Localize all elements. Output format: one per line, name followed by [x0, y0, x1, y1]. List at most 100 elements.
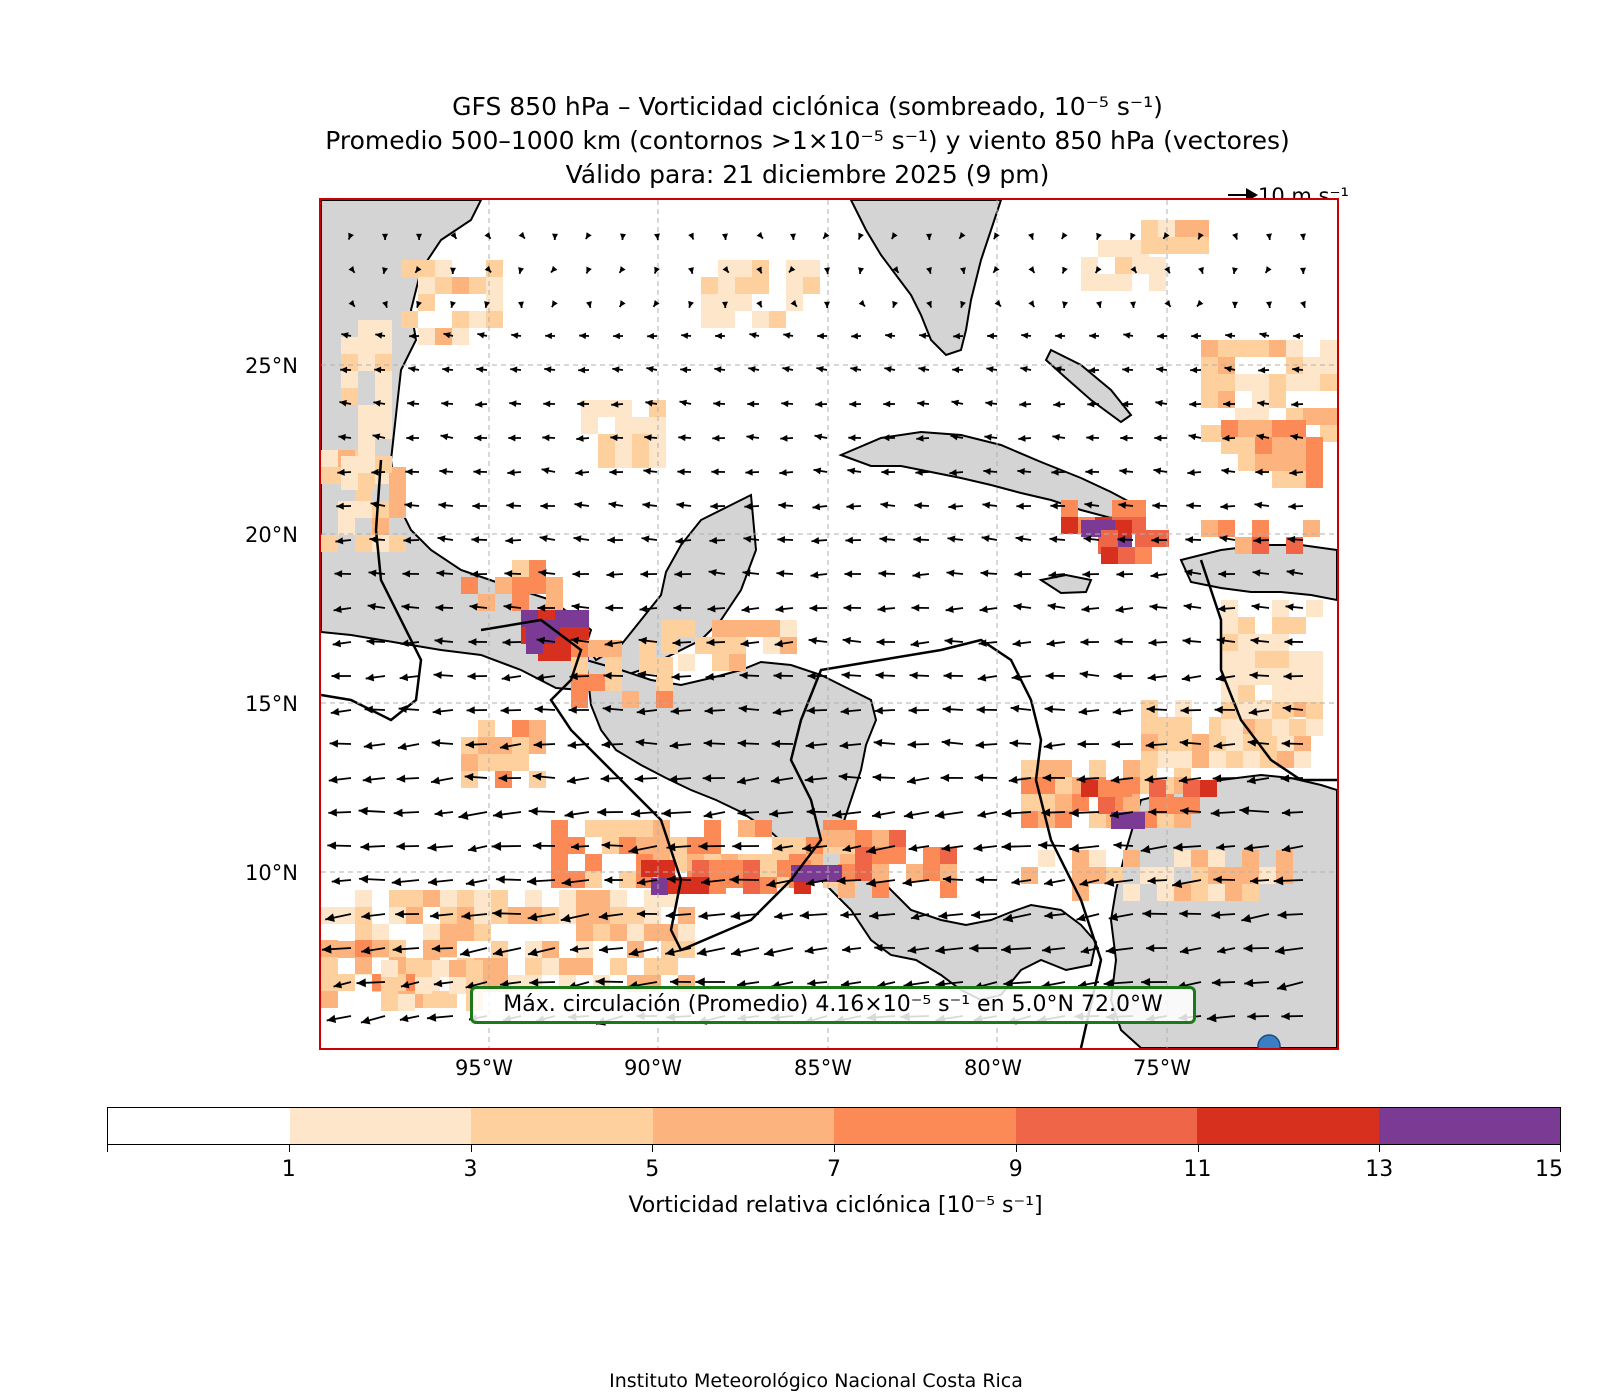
- vorticity-cell: [449, 960, 466, 977]
- vorticity-cell: [1269, 391, 1286, 408]
- wind-vector: [438, 501, 454, 509]
- vorticity-cell: [701, 277, 718, 294]
- wind-vector: [879, 535, 896, 543]
- wind-vector: [443, 332, 454, 339]
- wind-vector: [327, 841, 352, 850]
- vorticity-cell: [389, 890, 406, 907]
- wind-vector: [670, 977, 692, 986]
- wind-vector: [1084, 501, 1100, 509]
- wind-vector: [1232, 301, 1239, 309]
- wind-vector: [470, 570, 488, 578]
- wind-vector: [978, 639, 998, 647]
- vorticity-cell: [644, 907, 661, 924]
- wind-vector: [652, 300, 660, 308]
- wind-vector: [916, 434, 930, 442]
- wind-vector: [1060, 232, 1068, 240]
- wind-vector: [567, 740, 590, 749]
- wind-vector: [703, 810, 726, 819]
- wind-vector: [333, 980, 352, 989]
- vorticity-cell: [1098, 797, 1115, 814]
- wind-vector: [678, 434, 692, 442]
- wind-vector: [1153, 467, 1168, 475]
- wind-vector: [503, 603, 522, 611]
- vorticity-cell: [389, 535, 406, 552]
- vorticity-cell: [1115, 520, 1132, 537]
- wind-vector: [696, 947, 726, 957]
- wind-vector: [805, 741, 828, 750]
- vorticity-cell: [821, 830, 838, 847]
- vorticity-cell: [1061, 500, 1078, 517]
- wind-vector: [607, 536, 624, 544]
- wind-vector: [551, 300, 558, 308]
- vorticity-cell: [1218, 340, 1235, 357]
- wind-vector: [1140, 844, 1168, 854]
- wind-vector: [1069, 808, 1100, 818]
- vorticity-cell: [1289, 471, 1306, 488]
- wind-vector: [676, 501, 692, 509]
- wind-vector: [330, 707, 352, 716]
- wind-vector: [769, 809, 794, 818]
- wind-vector: [708, 568, 726, 577]
- wind-vector: [1154, 434, 1168, 442]
- wind-vector: [1151, 536, 1168, 544]
- wind-vector: [838, 772, 862, 781]
- wind-vector: [645, 399, 658, 407]
- vorticity-cell: [636, 820, 653, 837]
- wind-vector: [373, 399, 386, 407]
- vorticity-cell: [1320, 374, 1337, 391]
- wind-vector: [737, 808, 760, 817]
- vorticity-cell: [525, 958, 542, 975]
- wind-vector: [704, 706, 726, 715]
- wind-vector: [467, 672, 488, 681]
- wind-vector: [578, 366, 590, 374]
- wind-vector: [356, 978, 386, 988]
- wind-vector: [1008, 775, 1032, 784]
- wind-vector: [975, 740, 998, 749]
- vorticity-cell: [389, 501, 406, 518]
- wind-vector: [1254, 501, 1270, 509]
- wind-vector: [947, 535, 964, 543]
- vorticity-cell: [619, 871, 636, 888]
- vorticity-cell: [355, 501, 372, 518]
- wind-vector: [427, 877, 454, 886]
- wind-vector: [450, 300, 456, 309]
- wind-vector: [1083, 535, 1100, 543]
- vorticity-cell: [1149, 274, 1166, 291]
- wind-vector: [391, 877, 420, 887]
- vorticity-cell: [1118, 547, 1135, 564]
- wind-vector: [926, 266, 932, 275]
- wind-vector: [1178, 775, 1202, 784]
- vorticity-cell: [486, 277, 503, 294]
- vorticity-cell: [729, 637, 746, 654]
- vorticity-cell: [406, 890, 423, 907]
- wind-vector: [1041, 808, 1066, 817]
- wind-vector: [1085, 468, 1100, 476]
- wind-vector: [501, 673, 522, 682]
- colorbar-tick-label: 1: [281, 1157, 296, 1182]
- wind-vector: [544, 366, 556, 373]
- wind-vector: [738, 704, 760, 713]
- lon-label-80w: 80°W: [964, 1056, 1022, 1080]
- contour-central: [480, 618, 1103, 1048]
- wind-vector: [1050, 502, 1066, 510]
- wind-vector: [666, 842, 692, 852]
- wind-vector: [774, 843, 794, 852]
- wind-vector: [1045, 671, 1066, 680]
- wind-vector: [1218, 570, 1236, 578]
- vorticity-cell: [358, 422, 375, 439]
- wind-vector: [913, 536, 930, 544]
- wind-vector: [721, 301, 728, 309]
- wind-vector: [1044, 911, 1066, 920]
- vorticity-cell: [619, 820, 636, 837]
- vorticity-cell: [1289, 651, 1306, 668]
- wind-vector: [1011, 673, 1032, 681]
- vorticity-cell: [1259, 867, 1276, 884]
- wind-vector: [790, 299, 798, 308]
- wind-vector: [404, 501, 420, 509]
- vorticity-cell: [1289, 420, 1306, 437]
- vorticity-cell: [1106, 867, 1123, 884]
- wind-vector: [745, 468, 760, 476]
- wind-vector: [688, 232, 695, 240]
- vorticity-cell: [508, 907, 525, 924]
- vorticity-cell: [1055, 794, 1072, 811]
